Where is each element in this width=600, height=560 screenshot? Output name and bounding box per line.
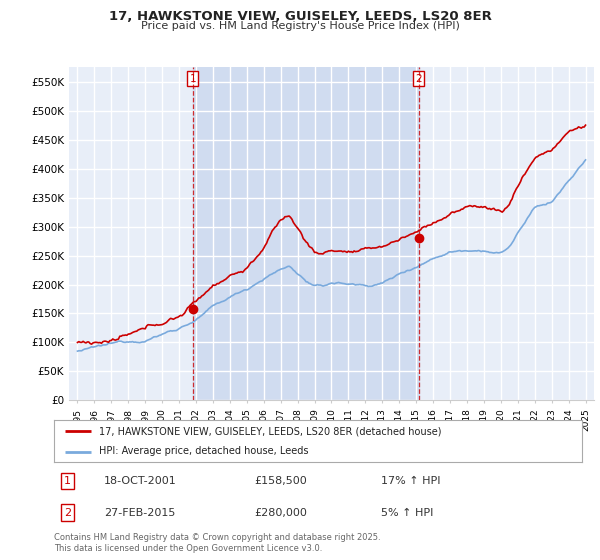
Text: 27-FEB-2015: 27-FEB-2015 (104, 507, 176, 517)
Text: 1: 1 (64, 476, 71, 486)
Text: Price paid vs. HM Land Registry's House Price Index (HPI): Price paid vs. HM Land Registry's House … (140, 21, 460, 31)
Text: 18-OCT-2001: 18-OCT-2001 (104, 476, 177, 486)
Text: 17, HAWKSTONE VIEW, GUISELEY, LEEDS, LS20 8ER: 17, HAWKSTONE VIEW, GUISELEY, LEEDS, LS2… (109, 10, 491, 23)
Text: £280,000: £280,000 (254, 507, 308, 517)
Text: £158,500: £158,500 (254, 476, 307, 486)
Text: HPI: Average price, detached house, Leeds: HPI: Average price, detached house, Leed… (99, 446, 308, 456)
Text: 1: 1 (190, 74, 196, 84)
Text: 2: 2 (64, 507, 71, 517)
Text: 17% ↑ HPI: 17% ↑ HPI (382, 476, 441, 486)
Text: Contains HM Land Registry data © Crown copyright and database right 2025.
This d: Contains HM Land Registry data © Crown c… (54, 533, 380, 553)
Bar (193, 67, 419, 400)
Text: 2: 2 (415, 74, 422, 84)
Text: 5% ↑ HPI: 5% ↑ HPI (382, 507, 434, 517)
Text: 17, HAWKSTONE VIEW, GUISELEY, LEEDS, LS20 8ER (detached house): 17, HAWKSTONE VIEW, GUISELEY, LEEDS, LS2… (99, 426, 442, 436)
